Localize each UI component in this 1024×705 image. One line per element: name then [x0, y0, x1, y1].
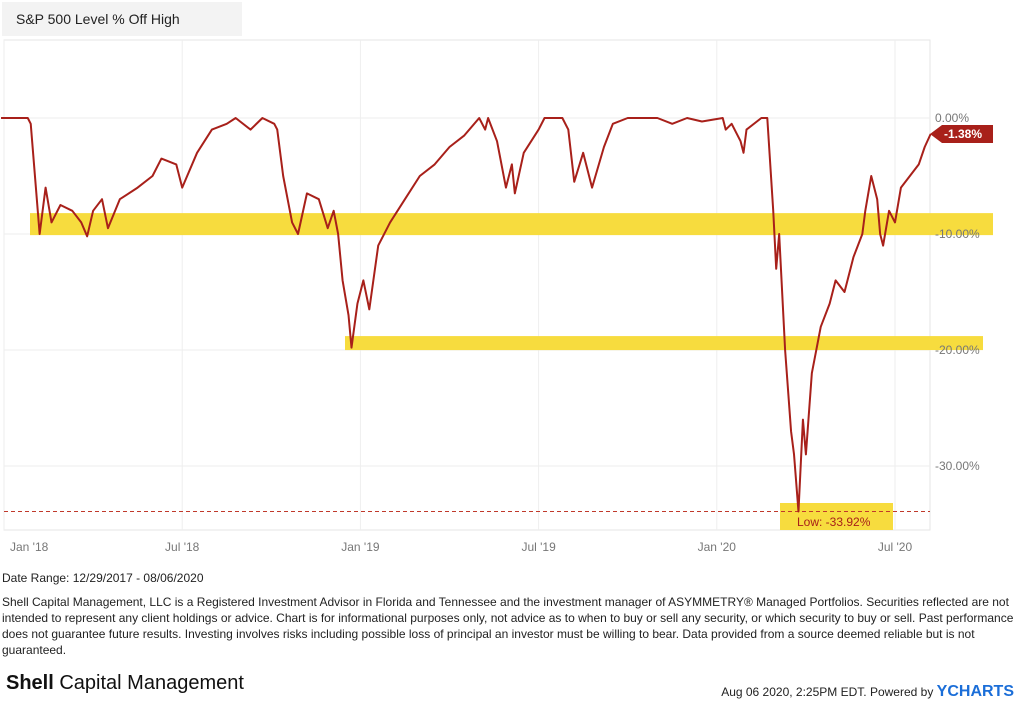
chart: Jan '18 Jul '18 Jan '19 Jul '19 Jan '20 Jul '… — [1, 39, 993, 554]
x-tick-label: Jan '19 — [341, 540, 380, 554]
low-label: Low: -33.92% — [797, 515, 871, 529]
x-tick-label: Jul '20 — [878, 540, 913, 554]
footer: Aug 06 2020, 2:25PM EDT. Powered by YCHA… — [721, 683, 1014, 701]
last-value-label: -1.38% — [944, 127, 982, 141]
x-tick-label: Jul '18 — [165, 540, 200, 554]
logo-bold: Shell — [6, 672, 54, 694]
y-tick-label: -10.00% — [935, 227, 980, 241]
y-tick-label: -20.00% — [935, 343, 980, 357]
ycharts-brand: YCHARTS — [936, 683, 1014, 700]
footer-text: Aug 06 2020, 2:25PM EDT. Powered by — [721, 685, 937, 699]
highlight-band-10 — [30, 213, 993, 236]
y-tick-label: 0.00% — [935, 111, 969, 125]
x-tick-label: Jan '20 — [698, 540, 737, 554]
highlight-band-20 — [345, 336, 983, 351]
x-tick-label: Jul '19 — [521, 540, 556, 554]
x-tick-label: Jan '18 — [10, 540, 49, 554]
plot-frame — [3, 39, 931, 531]
y-tick-label: -30.00% — [935, 459, 980, 473]
date-range: Date Range: 12/29/2017 - 08/06/2020 — [2, 571, 204, 585]
disclaimer: Shell Capital Management, LLC is a Regis… — [2, 595, 1014, 657]
logo-rest: Capital Management — [53, 672, 244, 694]
series-line — [1, 117, 932, 513]
chart-title: S&P 500 Level % Off High — [2, 2, 242, 36]
last-value-tag — [930, 125, 993, 144]
logo: Shell Capital Management — [6, 672, 244, 695]
